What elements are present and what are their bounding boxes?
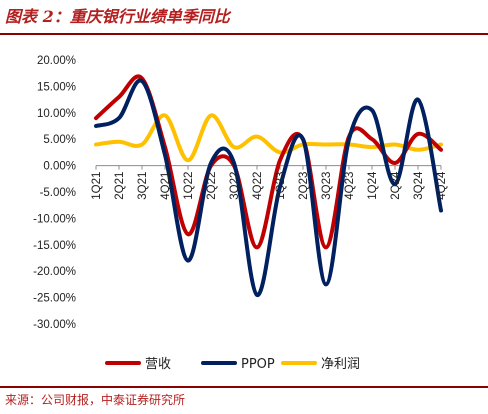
legend-item-net-profit-label: 净利润 xyxy=(321,357,360,372)
legend-item-ppop-label: PPOP xyxy=(241,357,275,372)
x-tick-label: 4Q21 xyxy=(160,172,172,200)
y-tick-label: 0.00% xyxy=(43,161,76,173)
x-tick-label: 2Q22 xyxy=(206,172,218,200)
x-tick-label: 3Q23 xyxy=(321,172,333,200)
x-tick-label: 3Q24 xyxy=(413,171,425,200)
x-tick-label: 4Q22 xyxy=(252,172,264,200)
y-tick-label: 20.00% xyxy=(37,55,76,67)
series-line-revenue xyxy=(94,74,443,250)
title-divider xyxy=(0,33,488,35)
figure-title: 图表 2：重庆银行业绩单季同比 xyxy=(5,7,230,26)
line-chart: 20.00% 15.00% 10.00% 5.00% 0.00% -5.00% -10.00… xyxy=(33,55,448,372)
x-tick-label: 1Q24 xyxy=(367,171,379,200)
legend-item-revenue-label: 营收 xyxy=(145,357,171,372)
y-tick-label: -25.00% xyxy=(33,293,76,305)
y-tick-label: -15.00% xyxy=(33,240,76,252)
x-tick-label: 4Q24 xyxy=(436,171,448,200)
source-divider xyxy=(0,386,488,388)
x-tick-label: 3Q22 xyxy=(229,172,241,200)
x-tick-label: 4Q23 xyxy=(344,172,356,200)
x-tick-label: 1Q21 xyxy=(91,172,103,200)
x-tick-label: 2Q24 xyxy=(390,171,402,200)
y-tick-label: -5.00% xyxy=(40,187,76,199)
y-tick-label: -20.00% xyxy=(33,266,76,278)
y-tick-label: 10.00% xyxy=(37,108,76,120)
y-tick-label: -10.00% xyxy=(33,213,76,225)
source-note: 来源：公司财报，中泰证券研究所 xyxy=(5,393,186,407)
x-tick-label: 1Q23 xyxy=(275,172,287,200)
y-tick-label: 5.00% xyxy=(43,134,76,146)
y-tick-label: -30.00% xyxy=(33,319,76,331)
series-line-ppop xyxy=(94,78,443,298)
x-tick-label: 2Q21 xyxy=(114,172,126,200)
x-tick-label: 1Q22 xyxy=(183,172,195,200)
x-tick-label: 2Q23 xyxy=(298,172,310,200)
y-tick-label: 15.00% xyxy=(37,81,76,93)
series-line-net-profit xyxy=(94,113,443,163)
x-tick-label: 3Q21 xyxy=(137,172,149,200)
